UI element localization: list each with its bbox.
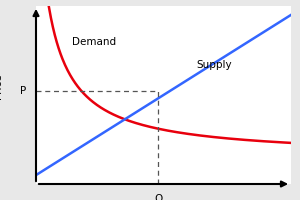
Text: P: P [20, 86, 26, 96]
Text: Q: Q [154, 194, 163, 200]
Text: Supply: Supply [197, 60, 232, 70]
Text: Demand: Demand [72, 37, 116, 47]
Text: Price: Price [0, 73, 3, 99]
